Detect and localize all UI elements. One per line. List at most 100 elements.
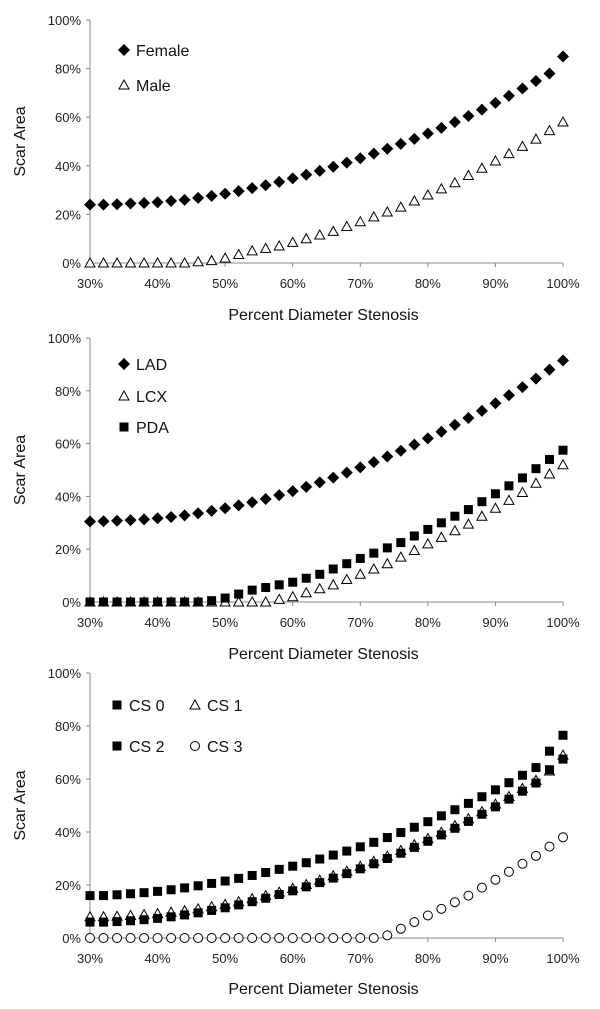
data-point: [368, 933, 379, 943]
legend-label: CS 3: [207, 739, 243, 756]
data-point: [382, 833, 392, 843]
data-point: [367, 210, 380, 222]
data-point: [300, 480, 313, 493]
data-point: [232, 499, 245, 512]
data-point: [206, 933, 217, 943]
data-point: [423, 836, 433, 846]
data-point: [449, 524, 461, 536]
data-point: [463, 816, 473, 826]
x-tick-label: 40%: [145, 276, 171, 291]
data-point: [340, 466, 353, 479]
data-point: [259, 595, 272, 607]
data-point: [436, 830, 446, 840]
y-tick-label: 0%: [62, 931, 81, 946]
data-point: [207, 905, 217, 915]
data-point: [288, 861, 298, 871]
data-point: [313, 582, 326, 594]
x-tick-label: 40%: [145, 615, 171, 630]
y-tick-label: 60%: [55, 772, 81, 787]
data-point: [219, 187, 232, 200]
data-point: [489, 154, 502, 166]
data-point: [220, 593, 230, 603]
data-point: [475, 404, 488, 417]
data-point: [192, 255, 204, 267]
data-point: [530, 850, 541, 861]
data-point: [261, 868, 271, 878]
data-point: [315, 854, 325, 864]
data-point: [543, 124, 556, 136]
data-point: [84, 515, 96, 528]
x-tick-label: 90%: [482, 951, 508, 966]
data-point: [557, 116, 569, 127]
data-point: [205, 189, 218, 202]
data-point: [530, 477, 542, 488]
data-point: [409, 917, 420, 928]
data-point: [166, 912, 176, 922]
data-point: [180, 910, 190, 920]
data-point: [489, 397, 502, 410]
data-point: [490, 802, 500, 812]
data-point: [517, 858, 528, 869]
data-point: [97, 515, 110, 528]
legend-marker: [118, 78, 130, 90]
y-tick-label: 60%: [55, 437, 81, 452]
y-tick-label: 100%: [48, 13, 82, 28]
data-point: [558, 754, 568, 764]
data-point: [394, 137, 407, 150]
data-point: [124, 514, 137, 527]
data-point: [205, 254, 218, 266]
y-tick-label: 20%: [55, 542, 81, 557]
data-point: [435, 425, 448, 438]
data-point: [557, 458, 569, 470]
data-point: [529, 74, 542, 87]
data-point: [178, 193, 191, 206]
data-point: [315, 878, 325, 888]
legend-label: LAD: [136, 357, 167, 374]
data-point: [517, 770, 527, 780]
data-point: [300, 168, 313, 181]
data-point: [232, 248, 245, 259]
data-point: [544, 765, 554, 775]
y-tick-label: 80%: [55, 62, 81, 77]
data-point: [139, 933, 150, 943]
data-point: [85, 597, 95, 607]
data-point: [408, 195, 421, 206]
data-point: [381, 205, 394, 217]
y-tick-label: 0%: [62, 256, 81, 271]
data-point: [557, 50, 569, 63]
data-point: [448, 418, 461, 431]
data-point: [327, 160, 340, 173]
x-tick-label: 100%: [546, 276, 580, 291]
data-point: [139, 888, 149, 898]
data-point: [273, 489, 286, 502]
data-point: [409, 531, 419, 541]
data-point: [436, 518, 446, 528]
data-point: [288, 886, 298, 896]
x-tick-label: 40%: [145, 951, 171, 966]
data-point: [558, 445, 568, 455]
data-point: [152, 933, 163, 943]
data-point: [355, 553, 365, 563]
data-point: [178, 256, 191, 268]
data-point: [220, 876, 230, 886]
legend-marker: [119, 422, 129, 432]
data-point: [111, 514, 124, 527]
data-point: [139, 597, 149, 607]
data-point: [544, 454, 554, 464]
data-point: [382, 543, 392, 553]
data-point: [179, 933, 190, 943]
data-point: [340, 573, 353, 585]
data-point: [286, 236, 299, 247]
legend-label: CS 0: [129, 698, 165, 715]
data-point: [138, 196, 151, 209]
data-point: [112, 933, 123, 943]
data-point: [139, 915, 149, 925]
data-point: [260, 933, 271, 943]
x-tick-label: 70%: [347, 615, 373, 630]
data-point: [261, 582, 271, 592]
data-point: [246, 244, 259, 256]
data-point: [369, 859, 379, 869]
data-point: [423, 817, 433, 827]
legend-marker: [118, 389, 130, 401]
